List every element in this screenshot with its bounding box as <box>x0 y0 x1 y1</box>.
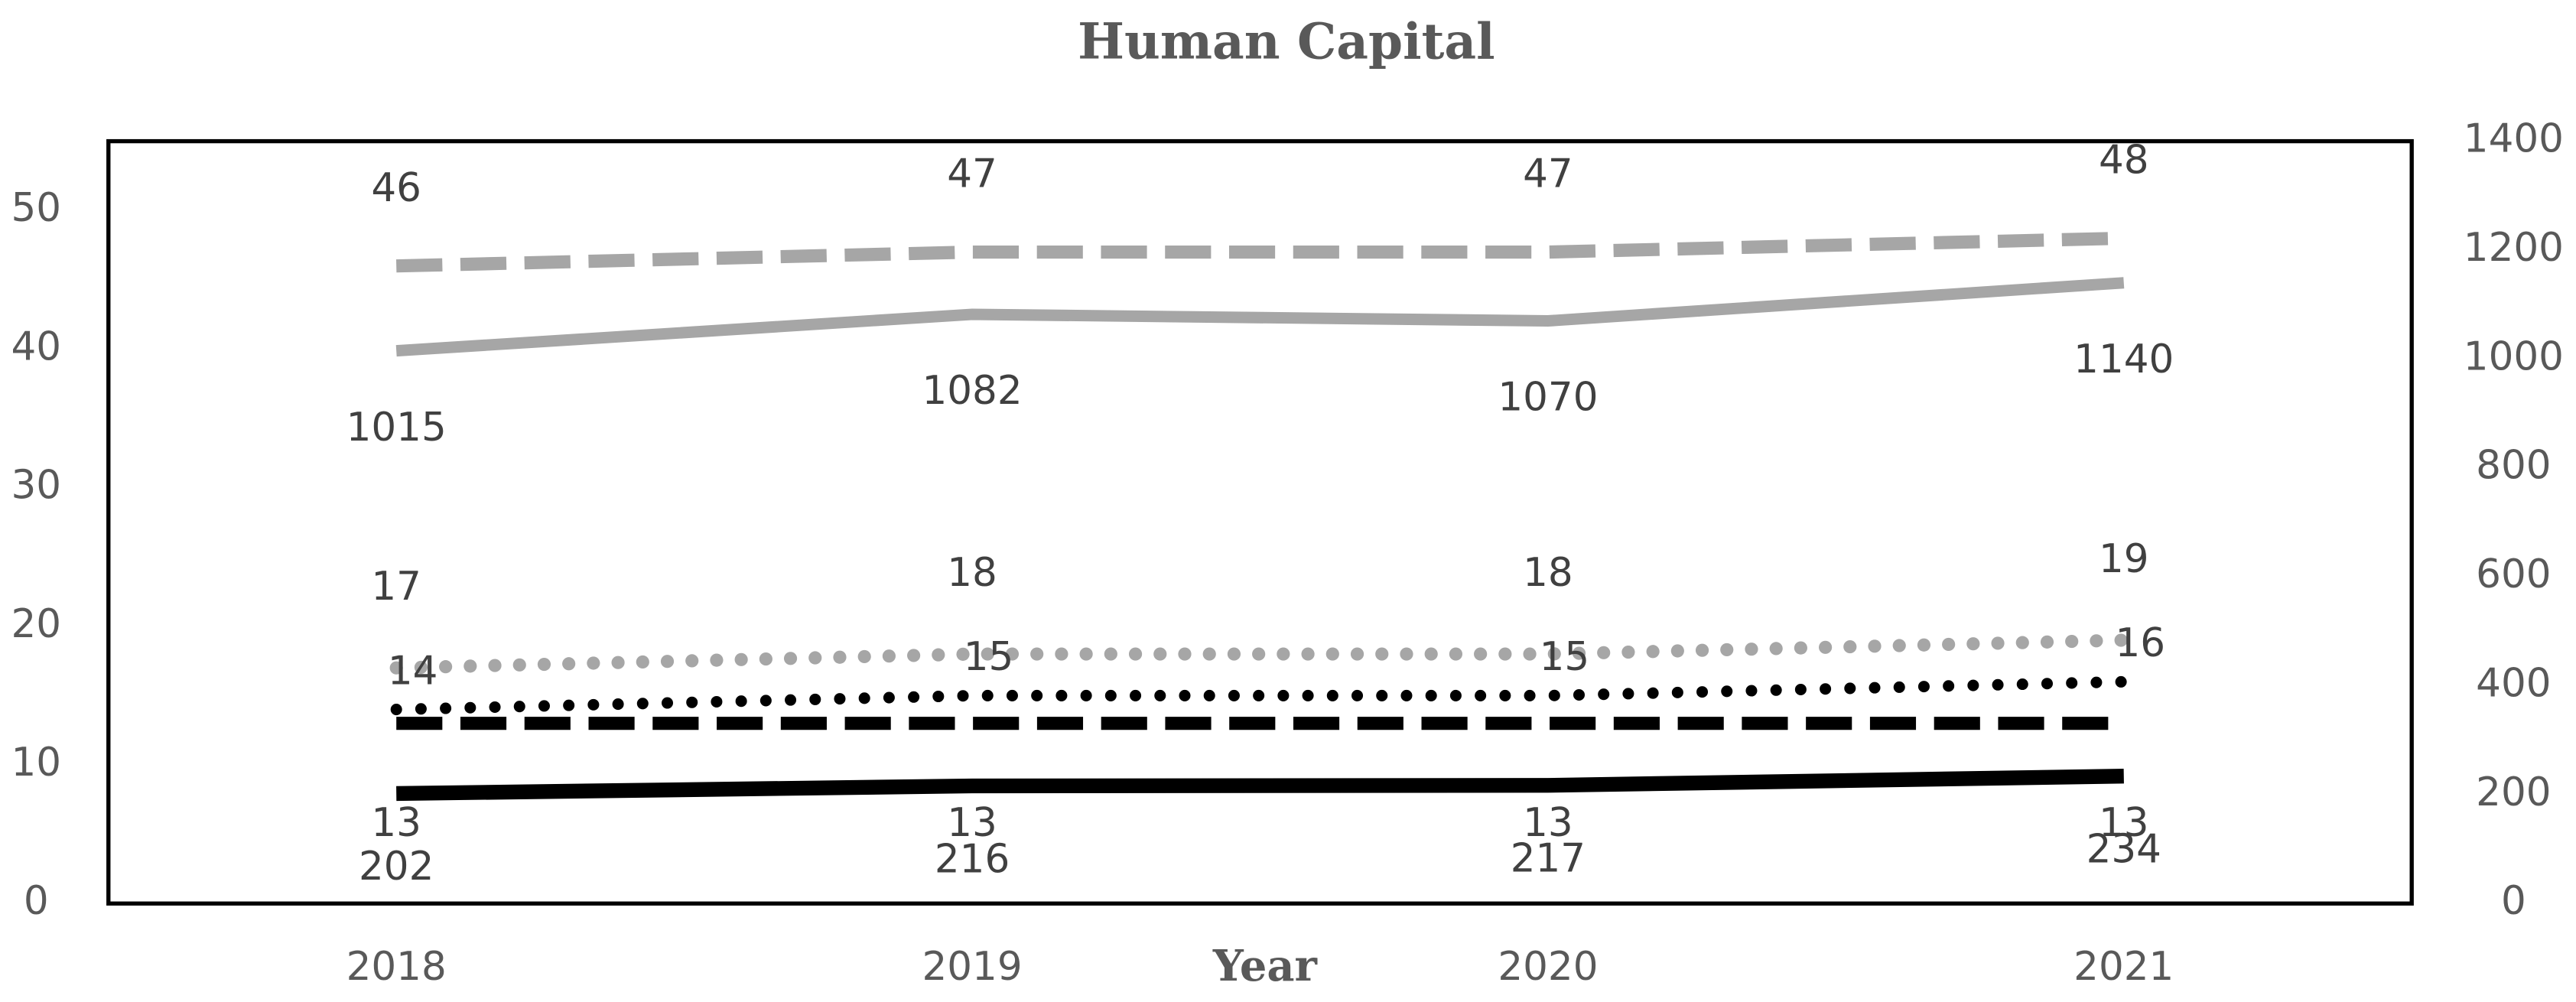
data-label: 216 <box>935 836 1010 882</box>
y-tick-label: 10 <box>11 740 61 786</box>
y-tick-label: 20 <box>11 601 61 647</box>
data-label: 16 <box>2115 620 2165 666</box>
data-label: 48 <box>2099 138 2149 184</box>
x-axis-title: Year <box>1212 942 1318 991</box>
data-label: 202 <box>359 844 434 890</box>
y2-tick-label: 400 <box>2476 660 2551 706</box>
data-label: 17 <box>371 564 421 610</box>
series-line <box>389 633 2131 675</box>
y-tick-label: 40 <box>11 324 61 369</box>
data-label: 19 <box>2099 536 2149 582</box>
data-label: 18 <box>947 550 997 596</box>
y2-tick-label: 1200 <box>2464 225 2564 271</box>
series-line <box>396 769 2124 802</box>
data-label: 13 <box>371 800 421 846</box>
plot-frame <box>106 138 2414 906</box>
data-label: 15 <box>964 634 1014 680</box>
data-label: 13 <box>1523 800 1573 846</box>
data-label: 46 <box>371 165 421 211</box>
y2-tick-label: 800 <box>2476 443 2551 489</box>
data-label: 14 <box>388 648 438 694</box>
y2-tick-label: 600 <box>2476 551 2551 597</box>
series-line <box>395 231 2124 273</box>
data-label: 47 <box>1523 151 1573 197</box>
y2-tick-label: 200 <box>2476 769 2551 815</box>
data-label: 13 <box>947 800 997 846</box>
data-label: 217 <box>1511 836 1586 882</box>
y2-tick-label: 1000 <box>2464 333 2564 379</box>
x-tick-label: 2020 <box>1498 944 1598 990</box>
chart-title: Human Capital <box>1078 14 1495 71</box>
x-tick-label: 2018 <box>346 944 447 990</box>
data-label: 1070 <box>1498 375 1598 421</box>
data-label: 15 <box>1540 634 1590 680</box>
y2-tick-label: 1400 <box>2464 116 2564 162</box>
y2-tick-label: 0 <box>2501 878 2526 924</box>
series-line <box>395 277 2125 357</box>
data-label: 234 <box>2086 826 2161 872</box>
data-label: 1082 <box>922 368 1022 414</box>
data-label: 1015 <box>346 405 447 451</box>
data-label: 1140 <box>2073 337 2174 382</box>
data-label: 18 <box>1523 550 1573 596</box>
data-label: 13 <box>2099 800 2149 846</box>
data-label: 47 <box>947 151 997 197</box>
y-tick-label: 0 <box>24 878 49 924</box>
x-tick-label: 2021 <box>2073 944 2174 990</box>
x-tick-label: 2019 <box>922 944 1022 990</box>
series-line <box>390 675 2130 716</box>
y-tick-label: 30 <box>11 463 61 509</box>
y-tick-label: 50 <box>11 185 61 231</box>
background <box>0 3 2576 999</box>
